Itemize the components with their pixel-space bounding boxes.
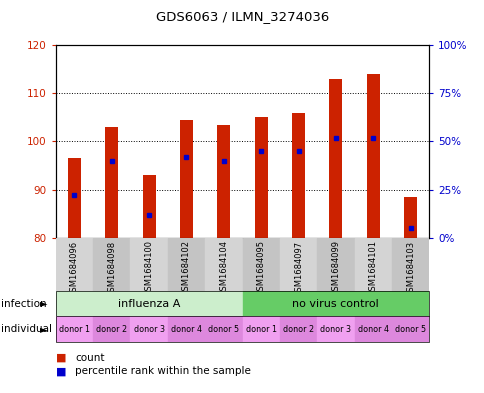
- Bar: [279, 316, 317, 342]
- Bar: [180, 120, 193, 238]
- Bar: [354, 238, 391, 291]
- Text: ►: ►: [40, 299, 47, 309]
- Bar: [217, 125, 230, 238]
- Bar: [56, 316, 93, 342]
- Bar: [68, 158, 81, 238]
- Text: ►: ►: [40, 324, 47, 334]
- Text: donor 1: donor 1: [245, 325, 276, 334]
- Bar: [242, 291, 428, 316]
- Text: infection: infection: [1, 299, 46, 309]
- Bar: [242, 238, 279, 291]
- Text: GDS6063 / ILMN_3274036: GDS6063 / ILMN_3274036: [155, 10, 329, 23]
- Bar: [354, 316, 391, 342]
- Text: GSM1684096: GSM1684096: [70, 241, 79, 297]
- Bar: [254, 118, 267, 238]
- Text: GSM1684099: GSM1684099: [331, 241, 340, 296]
- Bar: [366, 74, 379, 238]
- Text: donor 2: donor 2: [282, 325, 314, 334]
- Text: percentile rank within the sample: percentile rank within the sample: [75, 366, 251, 376]
- Bar: [403, 197, 416, 238]
- Bar: [279, 238, 317, 291]
- Text: GSM1684098: GSM1684098: [107, 241, 116, 297]
- Bar: [317, 316, 354, 342]
- Bar: [242, 316, 279, 342]
- Bar: [291, 112, 304, 238]
- Text: GSM1684101: GSM1684101: [368, 241, 377, 296]
- Bar: [142, 175, 155, 238]
- Bar: [56, 238, 93, 291]
- Text: donor 1: donor 1: [59, 325, 90, 334]
- Text: donor 4: donor 4: [357, 325, 388, 334]
- Text: GSM1684104: GSM1684104: [219, 241, 228, 296]
- Bar: [93, 316, 130, 342]
- Text: donor 2: donor 2: [96, 325, 127, 334]
- Bar: [391, 238, 428, 291]
- Bar: [130, 316, 167, 342]
- Bar: [56, 291, 242, 316]
- Text: GSM1684097: GSM1684097: [293, 241, 302, 297]
- Text: donor 4: donor 4: [171, 325, 201, 334]
- Text: ■: ■: [56, 366, 66, 376]
- Text: individual: individual: [1, 324, 52, 334]
- Text: donor 3: donor 3: [134, 325, 164, 334]
- Bar: [205, 238, 242, 291]
- Bar: [167, 316, 205, 342]
- Bar: [329, 79, 342, 238]
- Text: donor 3: donor 3: [320, 325, 350, 334]
- Text: no virus control: no virus control: [292, 299, 378, 309]
- Text: count: count: [75, 353, 105, 363]
- Text: GSM1684102: GSM1684102: [182, 241, 191, 296]
- Bar: [105, 127, 118, 238]
- Text: ■: ■: [56, 353, 66, 363]
- Bar: [93, 238, 130, 291]
- Bar: [205, 316, 242, 342]
- Bar: [317, 238, 354, 291]
- Text: GSM1684100: GSM1684100: [144, 241, 153, 296]
- Bar: [130, 238, 167, 291]
- Text: donor 5: donor 5: [394, 325, 425, 334]
- Bar: [167, 238, 205, 291]
- Text: GSM1684103: GSM1684103: [405, 241, 414, 297]
- Text: GSM1684095: GSM1684095: [256, 241, 265, 296]
- Bar: [391, 316, 428, 342]
- Text: influenza A: influenza A: [118, 299, 180, 309]
- Text: donor 5: donor 5: [208, 325, 239, 334]
